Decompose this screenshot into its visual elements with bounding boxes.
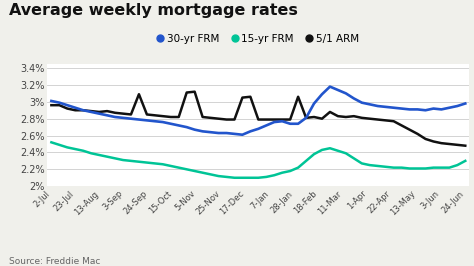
Text: Source: Freddie Mac: Source: Freddie Mac (9, 257, 101, 266)
Legend: 30-yr FRM, 15-yr FRM, 5/1 ARM: 30-yr FRM, 15-yr FRM, 5/1 ARM (154, 30, 363, 48)
Text: Average weekly mortgage rates: Average weekly mortgage rates (9, 3, 298, 18)
